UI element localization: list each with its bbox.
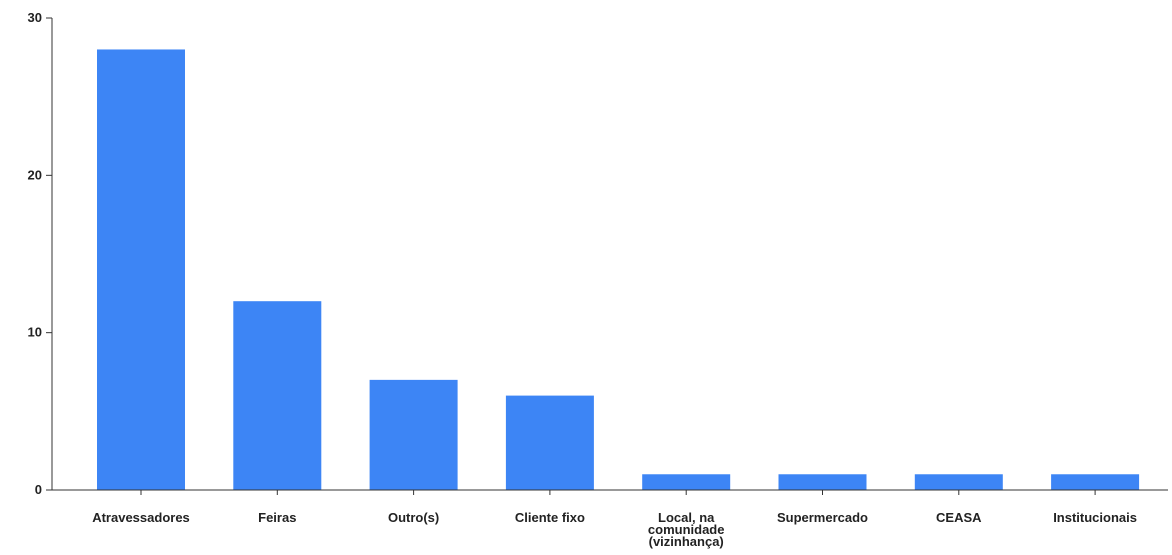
bar-ceasa (914, 474, 1003, 490)
y-tick-label: 10 (28, 325, 42, 340)
x-tick-label: Supermercado (777, 510, 868, 525)
bar-outro-s (369, 379, 458, 490)
bar-cliente-fixo (505, 395, 594, 490)
x-tick-label: Cliente fixo (515, 510, 585, 525)
x-tick-label: Outro(s) (388, 510, 439, 525)
x-tick-label: Local, na comunidade (vizinhança) (648, 510, 725, 549)
x-axis: Atravessadores Feiras Outro(s) Cliente fixo… (52, 489, 1168, 549)
y-axis: 0 10 20 30 (28, 10, 53, 497)
bar-atravessadores (97, 49, 185, 490)
x-tick-label: Feiras (258, 510, 296, 525)
x-tick-label: CEASA (936, 510, 982, 525)
x-tick-label: Institucionais (1053, 510, 1137, 525)
y-tick-label: 20 (28, 167, 42, 182)
bars (97, 49, 1140, 490)
y-tick-label: 0 (35, 482, 42, 497)
bar-local-na-comunidade-vizinhan-a (642, 474, 731, 490)
y-tick-label: 30 (28, 10, 42, 25)
bar-feiras (233, 301, 322, 490)
bar-institucionais (1051, 474, 1140, 490)
bar-supermercado (778, 474, 867, 490)
x-tick-label: Atravessadores (92, 510, 190, 525)
